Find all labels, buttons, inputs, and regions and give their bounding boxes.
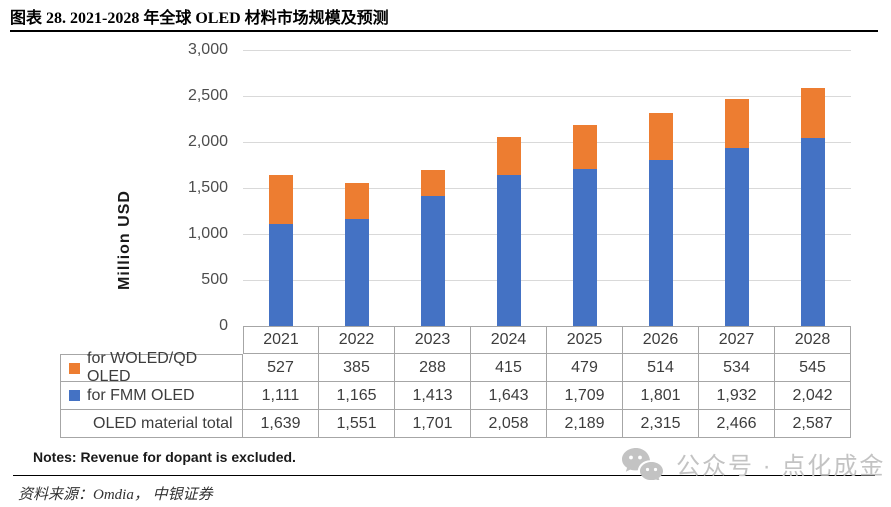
- table-cell: 1,643: [471, 382, 547, 410]
- table-cell: 527: [243, 354, 319, 382]
- bar-segment-for-fmm-oled-2026: [649, 160, 673, 326]
- legend-label: for FMM OLED: [87, 386, 195, 404]
- table-year-header: 2026: [623, 326, 699, 354]
- table-cell: 2,042: [775, 382, 851, 410]
- y-axis-tick-label: 3,000: [187, 41, 228, 58]
- bar-segment-for-fmm-oled-2021: [269, 223, 293, 326]
- table-row-label: OLED material total: [60, 410, 243, 438]
- legend-label: OLED material total: [93, 414, 233, 432]
- table-cell: 1,165: [319, 382, 395, 410]
- gridline: [243, 142, 851, 143]
- y-axis-tick-label: 1,500: [187, 179, 228, 196]
- watermark-text: 公众号 · 点化成金: [676, 452, 886, 480]
- table-cell: 479: [547, 354, 623, 382]
- table-year-header: 2027: [699, 326, 775, 354]
- bar-segment-for-woled-qd-oled-2027: [725, 99, 749, 149]
- table-cell: 2,466: [699, 410, 775, 438]
- bar-segment-for-fmm-oled-2023: [421, 196, 445, 326]
- bar-segment-for-woled-qd-oled-2025: [573, 124, 597, 169]
- y-axis-title: Million USD: [116, 190, 133, 290]
- bar-segment-for-fmm-oled-2025: [573, 168, 597, 326]
- table-year-header: 2022: [319, 326, 395, 354]
- table-cell: 534: [699, 354, 775, 382]
- table-cell: 1,801: [623, 382, 699, 410]
- bar-segment-for-fmm-oled-2024: [497, 174, 521, 326]
- table-cell: 514: [623, 354, 699, 382]
- y-axis-tick-label: 1,000: [187, 225, 228, 242]
- table-cell: 2,189: [547, 410, 623, 438]
- bar-segment-for-woled-qd-oled-2021: [269, 175, 293, 224]
- legend-label: for WOLED/QD OLED: [87, 350, 198, 385]
- source-line: 资料来源：Omdia， 中银证券: [18, 487, 213, 503]
- table-row-label: for FMM OLED: [60, 382, 243, 410]
- table-year-header: 2023: [395, 326, 471, 354]
- table-cell: 1,111: [243, 382, 319, 410]
- gridline: [243, 280, 851, 281]
- legend-swatch: [69, 390, 80, 401]
- table-cell: 288: [395, 354, 471, 382]
- table-cell: 415: [471, 354, 547, 382]
- table-year-header: 2025: [547, 326, 623, 354]
- table-cell: 1,709: [547, 382, 623, 410]
- table-cell: 385: [319, 354, 395, 382]
- table-cell: 1,551: [319, 410, 395, 438]
- table-cell: 2,587: [775, 410, 851, 438]
- gridline: [243, 96, 851, 97]
- bar-segment-for-fmm-oled-2022: [345, 218, 369, 326]
- bar-segment-for-fmm-oled-2028: [801, 138, 825, 326]
- title-rule: [10, 30, 878, 32]
- bar-segment-for-woled-qd-oled-2023: [421, 169, 445, 197]
- chart-data-table: 2021 2022 2023 2024 2025 2026 2027 2028 for WOLE…: [60, 326, 851, 438]
- bar-segment-for-woled-qd-oled-2028: [801, 88, 825, 139]
- table-cell: 1,639: [243, 410, 319, 438]
- footer-rule: [13, 475, 875, 476]
- y-axis-tick-label: 2,000: [187, 133, 228, 150]
- gridline: [243, 234, 851, 235]
- figure-title: 图表 28. 2021-2028 年全球 OLED 材料市场规模及预测: [10, 10, 389, 27]
- bar-segment-for-woled-qd-oled-2024: [497, 136, 521, 175]
- y-axis-tick-label: 2,500: [187, 87, 228, 104]
- table-cell: 1,413: [395, 382, 471, 410]
- table-row-label: for WOLED/QD OLED: [60, 350, 243, 385]
- table-year-header: 2024: [471, 326, 547, 354]
- table-cell: 2,058: [471, 410, 547, 438]
- bar-segment-for-woled-qd-oled-2026: [649, 113, 673, 161]
- watermark: 公众号 · 点化成金: [620, 446, 885, 480]
- table-cell: 1,701: [395, 410, 471, 438]
- figure-notes: Notes: Revenue for dopant is excluded.: [33, 449, 296, 465]
- table-year-header: 2028: [775, 326, 851, 354]
- y-axis-tick-label: 500: [201, 271, 228, 288]
- table-year-header: 2021: [243, 326, 319, 354]
- bar-segment-for-fmm-oled-2027: [725, 148, 749, 326]
- table-cell: 1,932: [699, 382, 775, 410]
- legend-swatch: [69, 362, 80, 374]
- table-cell: 2,315: [623, 410, 699, 438]
- y-axis-tick-label: 0: [219, 317, 228, 334]
- wechat-icon: [622, 448, 663, 480]
- gridline: [243, 188, 851, 189]
- gridline: [243, 50, 851, 51]
- table-cell: 545: [775, 354, 851, 382]
- plot-area: [243, 50, 851, 326]
- bar-segment-for-woled-qd-oled-2022: [345, 183, 369, 219]
